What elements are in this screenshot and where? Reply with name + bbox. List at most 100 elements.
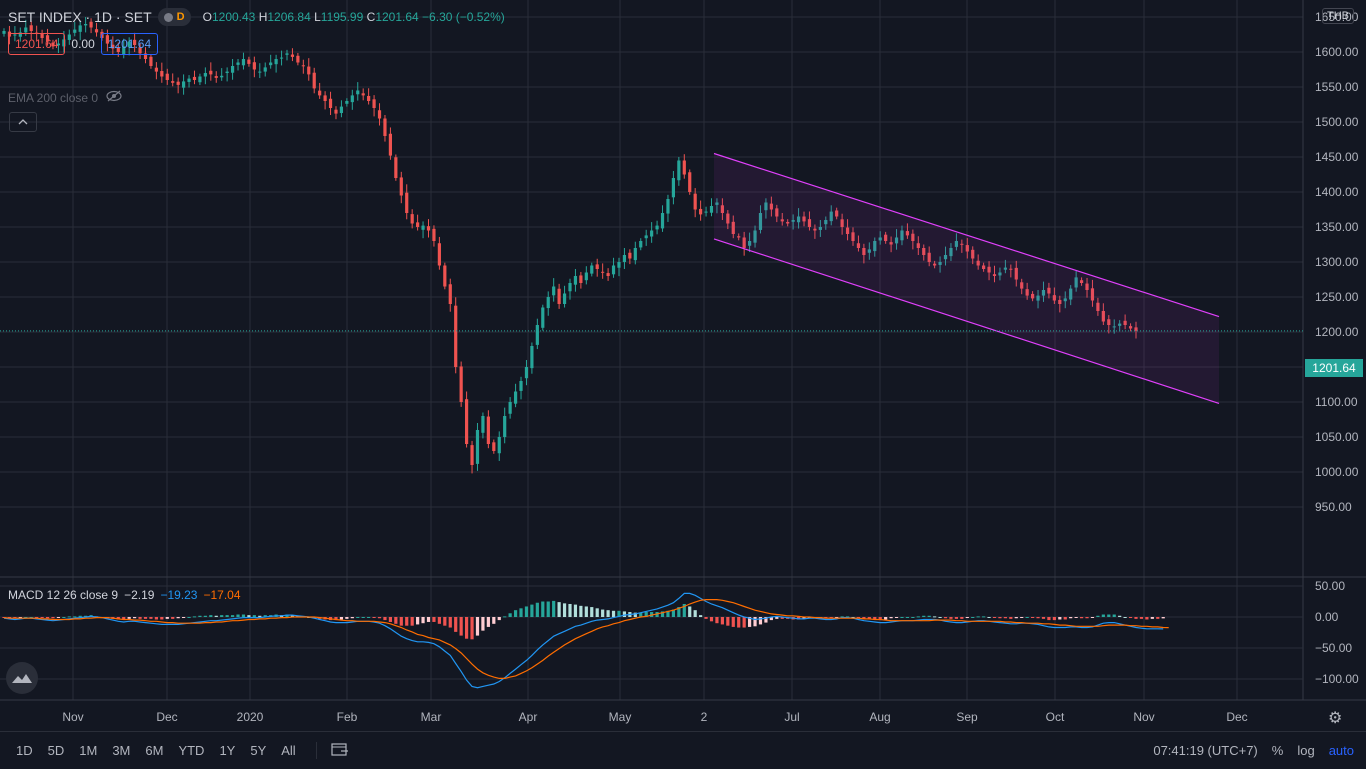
price-tick-label: 1600.00 <box>1315 45 1359 59</box>
macd-histogram-bar <box>1090 617 1095 618</box>
auto-scale-toggle[interactable]: auto <box>1328 743 1354 758</box>
macd-line-value: −19.23 <box>160 588 198 602</box>
macd-histogram-bar <box>862 617 866 619</box>
range-3m[interactable]: 3M <box>112 743 131 758</box>
candle-body <box>987 266 991 273</box>
macd-histogram-bar <box>1107 614 1111 617</box>
clock-time[interactable]: 07:41:19 (UTC+7) <box>1153 743 1258 758</box>
date-range-selector: 1D 5D 1M 3M 6M YTD 1Y 5Y All <box>16 743 296 758</box>
macd-histogram-bar <box>742 617 746 628</box>
candle-body <box>356 90 360 95</box>
candle-body <box>1079 280 1084 283</box>
macd-legend[interactable]: MACD 12 26 close 9 −2.19 −19.23 −17.04 <box>8 588 241 602</box>
macd-histogram-bar <box>1161 617 1165 619</box>
macd-histogram-bar <box>367 617 371 618</box>
goto-date-icon[interactable] <box>315 742 349 759</box>
macd-histogram-bar <box>1069 617 1073 619</box>
range-all[interactable]: All <box>281 743 296 758</box>
candle-body <box>960 243 964 245</box>
candle-body <box>383 118 387 136</box>
eye-hidden-icon[interactable] <box>106 90 122 105</box>
candle-body <box>503 416 507 437</box>
time-tick-label: Dec <box>156 710 177 724</box>
open-value: 1200.43 <box>211 10 256 24</box>
symbol-title[interactable]: SET INDEX · 1D · SET <box>8 9 152 25</box>
macd-hist-value: −2.19 <box>124 588 155 602</box>
ema-indicator-legend[interactable]: EMA 200 close 0 <box>8 90 122 105</box>
candle-body <box>1063 298 1067 302</box>
macd-histogram-bar <box>1123 617 1127 618</box>
macd-histogram-bar <box>334 617 338 621</box>
candle-body <box>143 53 148 59</box>
range-1d[interactable]: 1D <box>16 743 33 758</box>
price-tick-label: 1200.00 <box>1315 325 1359 339</box>
candle-body <box>13 34 17 36</box>
macd-histogram-bar <box>464 617 469 639</box>
macd-histogram-bar <box>1145 617 1149 620</box>
price-tick-label: 1450.00 <box>1315 150 1359 164</box>
macd-histogram-bar <box>508 613 512 617</box>
candle-body <box>911 233 915 241</box>
macd-histogram-bar <box>258 615 262 617</box>
candle-body <box>660 213 665 229</box>
candle-body <box>954 241 959 247</box>
percent-toggle[interactable]: % <box>1271 743 1284 758</box>
candle-body <box>269 62 273 66</box>
candle-body <box>1014 267 1018 280</box>
candle-body <box>448 284 452 304</box>
candle-body <box>443 265 447 287</box>
candle-body <box>851 232 855 241</box>
time-tick-label: Aug <box>869 710 890 724</box>
candle-body <box>89 21 93 28</box>
candle-body <box>388 133 393 156</box>
settings-gear-icon[interactable]: ⚙ <box>1328 710 1343 727</box>
candle-body <box>862 248 866 255</box>
macd-histogram-bar <box>437 617 441 624</box>
log-toggle[interactable]: log <box>1297 743 1315 758</box>
macd-histogram-bar <box>24 617 28 618</box>
candle-body <box>671 178 676 198</box>
candle-body <box>639 241 643 248</box>
macd-histogram-bar <box>40 617 44 618</box>
macd-histogram-bar <box>845 616 850 618</box>
macd-histogram-bar <box>1036 617 1040 619</box>
macd-histogram-bar <box>688 606 692 617</box>
candle-body <box>562 293 567 304</box>
collapse-legend-button[interactable] <box>9 112 37 132</box>
candle-body <box>345 101 349 104</box>
candle-body <box>622 255 627 262</box>
macd-histogram-bar <box>867 617 871 620</box>
candle-body <box>982 265 986 269</box>
market-status-pill[interactable]: D <box>157 8 191 26</box>
candle-body <box>116 47 120 52</box>
macd-histogram-bar <box>481 617 485 631</box>
range-5y[interactable]: 5Y <box>250 743 267 758</box>
macd-histogram-bar <box>987 617 991 618</box>
tradingview-logo-icon[interactable] <box>6 662 38 694</box>
macd-histogram-bar <box>873 617 877 620</box>
candle-body <box>285 53 289 55</box>
macd-histogram-bar <box>198 615 202 617</box>
signal-line <box>3 599 1169 679</box>
candle-body <box>546 297 550 309</box>
macd-histogram-bar <box>443 617 447 626</box>
candle-body <box>1003 267 1007 270</box>
range-5d[interactable]: 5D <box>47 743 65 758</box>
macd-histogram-bar <box>693 610 697 617</box>
range-6m[interactable]: 6M <box>145 743 164 758</box>
time-tick-label: Sep <box>956 710 978 724</box>
macd-histogram-bar <box>524 606 529 617</box>
time-tick-label: Apr <box>519 710 538 724</box>
candle-body <box>421 225 425 230</box>
candle-body <box>688 172 692 192</box>
macd-histogram-bar <box>377 617 382 619</box>
macd-histogram-bar <box>225 615 229 617</box>
currency-label[interactable]: THB <box>1322 8 1354 24</box>
range-ytd[interactable]: YTD <box>178 743 205 758</box>
range-1m[interactable]: 1M <box>79 743 98 758</box>
range-1y[interactable]: 1Y <box>219 743 236 758</box>
candle-body <box>824 220 828 225</box>
candle-body <box>426 226 431 231</box>
